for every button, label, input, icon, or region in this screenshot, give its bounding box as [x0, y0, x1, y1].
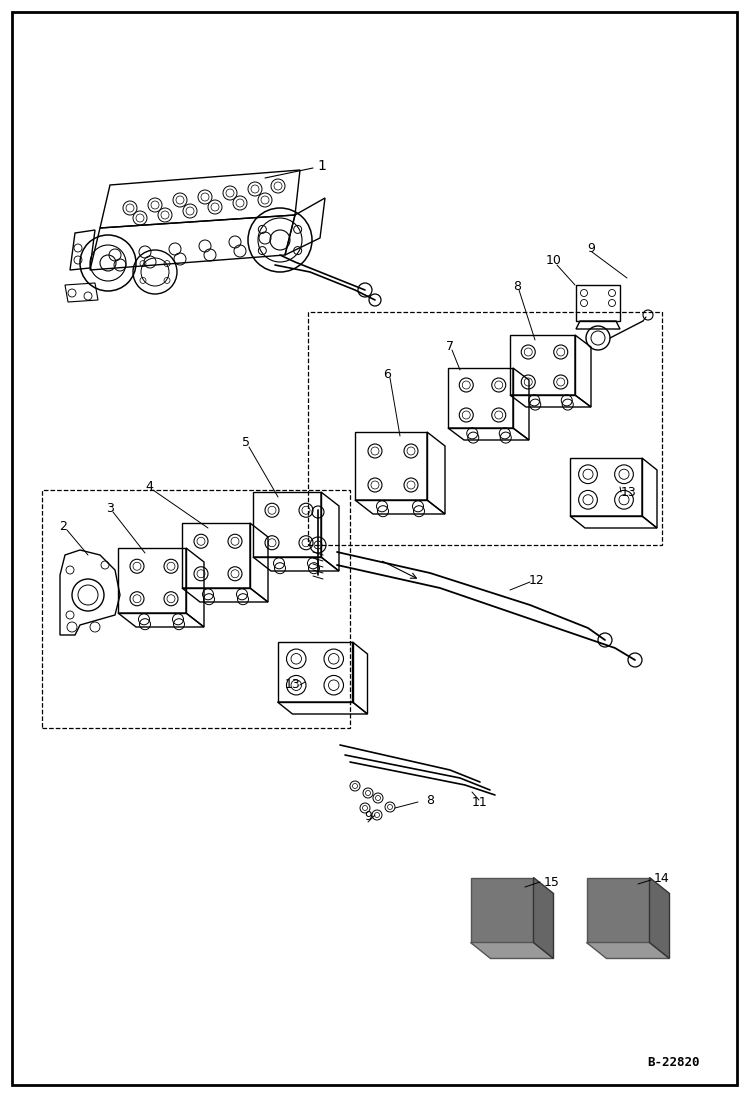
- Text: 9: 9: [587, 242, 595, 256]
- Text: 14: 14: [654, 871, 670, 884]
- Text: 6: 6: [383, 367, 391, 381]
- Text: 9: 9: [364, 811, 372, 824]
- Polygon shape: [586, 942, 670, 959]
- Bar: [308, 312, 662, 545]
- Text: 13: 13: [285, 679, 301, 691]
- Text: 13: 13: [621, 486, 637, 498]
- Polygon shape: [470, 942, 554, 959]
- Text: 15: 15: [544, 875, 560, 889]
- Polygon shape: [533, 878, 554, 959]
- Text: 12: 12: [529, 574, 545, 587]
- Polygon shape: [470, 878, 533, 942]
- Bar: [42, 490, 350, 728]
- Text: 8: 8: [426, 793, 434, 806]
- Text: 1: 1: [318, 159, 327, 173]
- Text: B-22820: B-22820: [647, 1056, 700, 1070]
- Text: 4: 4: [145, 480, 153, 494]
- Text: 3: 3: [106, 502, 114, 516]
- Text: 10: 10: [546, 255, 562, 268]
- Text: 5: 5: [242, 437, 250, 450]
- Polygon shape: [586, 878, 649, 942]
- Text: 11: 11: [472, 796, 488, 810]
- Polygon shape: [649, 878, 670, 959]
- Text: 8: 8: [513, 280, 521, 293]
- Text: 7: 7: [446, 339, 454, 352]
- Text: 2: 2: [59, 520, 67, 533]
